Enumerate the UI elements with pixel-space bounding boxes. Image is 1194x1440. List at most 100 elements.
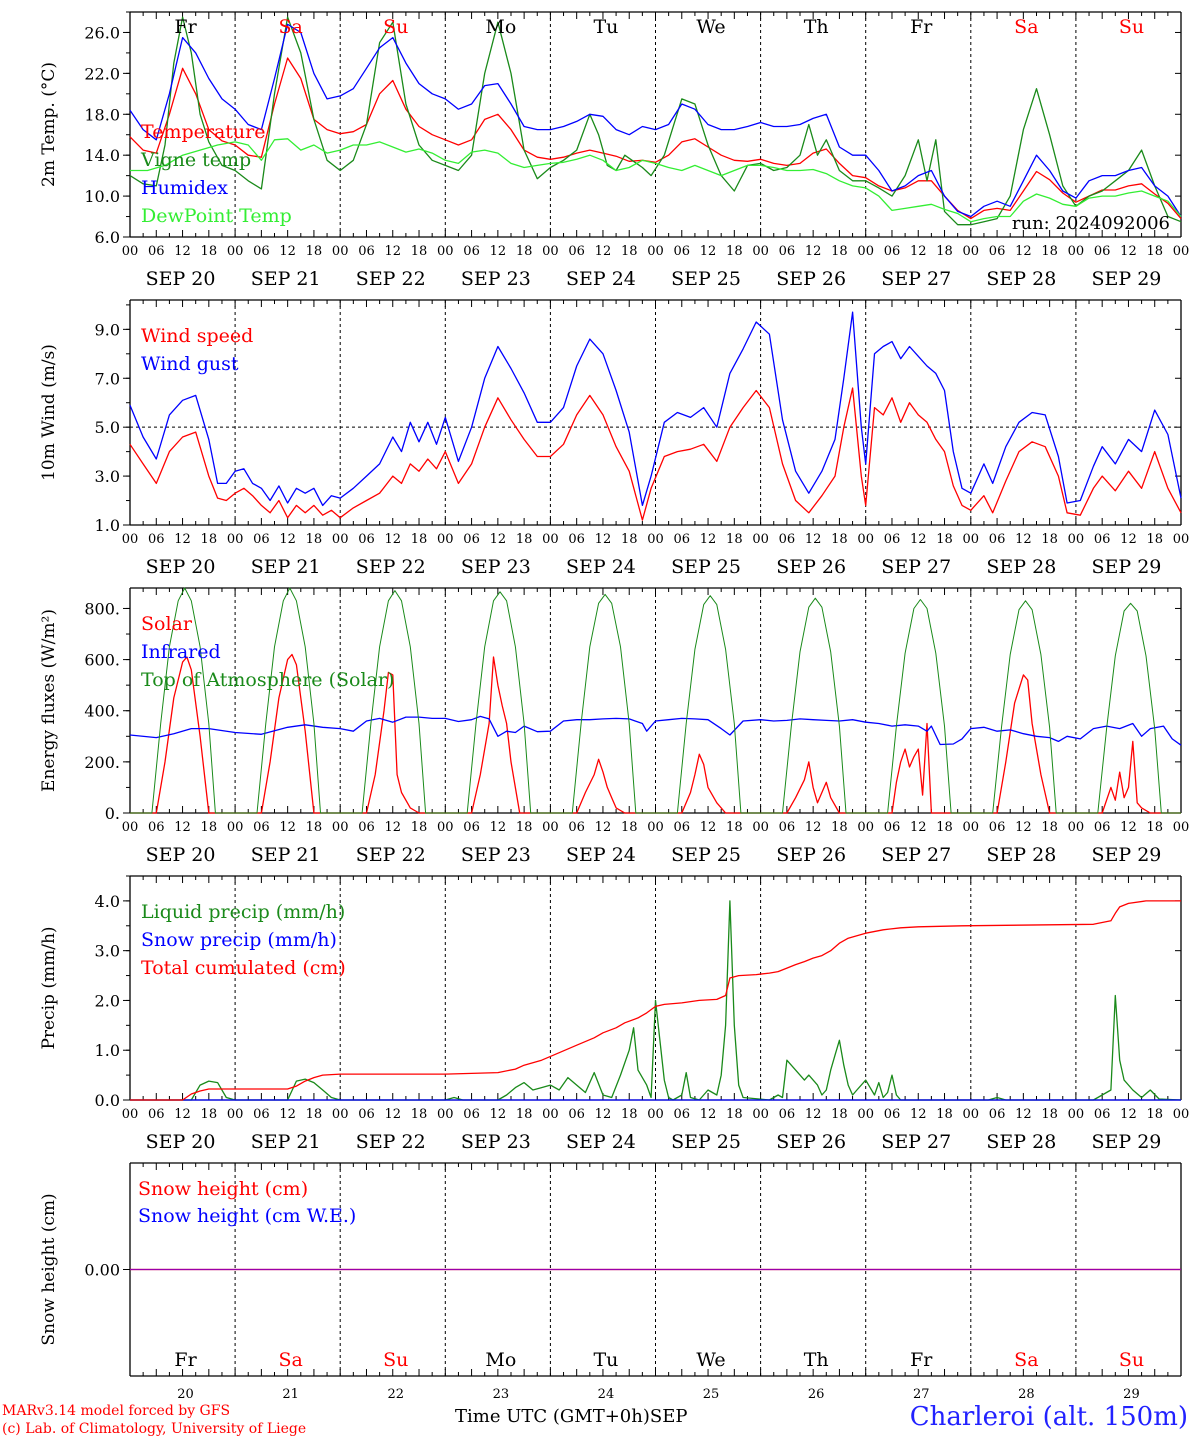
y-tick-label: 7.0: [95, 369, 120, 388]
day-number-label: 26: [808, 1387, 825, 1402]
hour-tick-label: 06: [568, 820, 585, 835]
hour-tick-label: 18: [516, 532, 533, 547]
hour-tick-label: 00: [647, 1107, 664, 1122]
hour-tick-label: 00: [332, 244, 349, 259]
hour-tick-label: 18: [516, 244, 533, 259]
hour-tick-label: 12: [805, 1107, 822, 1122]
hour-tick-label: 12: [805, 532, 822, 547]
weekday-label-bottom: Th: [804, 1349, 829, 1371]
date-label: SEP 29: [1092, 844, 1162, 866]
y-axis-label: 2m Temp. (°C): [39, 62, 59, 187]
hour-tick-label: 00: [857, 532, 874, 547]
legend-entry: Wind gust: [141, 353, 239, 375]
hour-tick-label: 00: [227, 820, 244, 835]
month-label: SEP: [649, 1406, 688, 1427]
hour-tick-label: 00: [332, 820, 349, 835]
hour-tick-label: 00: [1068, 820, 1085, 835]
hour-tick-label: 18: [831, 1107, 848, 1122]
panel-2: 1.0 3.0 5.0 7.0 9.0 10m Wind (m/s) Wind speed W…: [39, 299, 1189, 578]
weekday-label: Sa: [1014, 16, 1038, 38]
day-number-label: 28: [1018, 1387, 1035, 1402]
hour-tick-label: 00: [963, 820, 980, 835]
hour-tick-label: 18: [831, 820, 848, 835]
date-label: SEP 26: [776, 268, 846, 290]
hour-tick-label: 00: [332, 1107, 349, 1122]
y-tick-label: 400.: [84, 702, 120, 721]
hour-tick-label: 00: [437, 1107, 454, 1122]
date-label: SEP 23: [461, 556, 531, 578]
hour-tick-label: 12: [279, 244, 296, 259]
hour-tick-label: 06: [568, 244, 585, 259]
hour-tick-label: 06: [989, 244, 1006, 259]
date-label: SEP 24: [566, 268, 636, 290]
legend-entry: Temperature: [141, 121, 265, 143]
hour-tick-label: 06: [148, 820, 165, 835]
y-tick-label: 14.0: [84, 146, 120, 165]
date-label: SEP 23: [461, 268, 531, 290]
date-label: SEP 25: [671, 844, 741, 866]
y-axis-label: Snow height (cm): [39, 1193, 59, 1345]
hour-tick-label: 12: [490, 1107, 507, 1122]
hour-tick-label: 06: [253, 532, 270, 547]
hour-tick-label: 18: [726, 244, 743, 259]
date-label: SEP 24: [566, 1131, 636, 1153]
legend-entry: Wind speed: [141, 325, 253, 347]
hour-tick-label: 00: [963, 244, 980, 259]
hour-tick-label: 00: [122, 244, 139, 259]
hour-tick-label: 00: [647, 820, 664, 835]
y-tick-label: 26.0: [84, 23, 120, 42]
hour-tick-label: 12: [910, 1107, 927, 1122]
hour-tick-label: 06: [779, 1107, 796, 1122]
hour-tick-label: 12: [174, 244, 191, 259]
series-line: [130, 900, 1182, 1101]
hour-tick-label: 18: [516, 820, 533, 835]
weekday-label-bottom: Sa: [278, 1349, 302, 1371]
date-label: SEP 20: [146, 268, 216, 290]
hour-tick-label: 18: [1041, 244, 1058, 259]
date-label: SEP 23: [461, 1131, 531, 1153]
y-tick-label: 2.0: [95, 991, 120, 1010]
hour-tick-label: 00: [857, 244, 874, 259]
hour-tick-label: 18: [306, 1107, 323, 1122]
y-tick-label: 3.0: [95, 942, 120, 961]
hour-tick-label: 18: [306, 532, 323, 547]
date-label: SEP 25: [671, 556, 741, 578]
hour-tick-label: 18: [411, 244, 428, 259]
y-tick-label: 1.0: [95, 516, 120, 535]
hour-tick-label: 18: [411, 1107, 428, 1122]
series-line: [129, 387, 1182, 521]
date-label: SEP 22: [356, 844, 426, 866]
date-label: SEP 25: [671, 268, 741, 290]
hour-tick-label: 00: [437, 244, 454, 259]
hour-tick-label: 12: [700, 820, 717, 835]
hour-tick-label: 12: [279, 1107, 296, 1122]
x-axis-title: Time UTC (GMT+0h): [455, 1406, 650, 1427]
hour-tick-label: 18: [306, 820, 323, 835]
date-label: SEP 28: [986, 1131, 1056, 1153]
date-label: SEP 20: [146, 1131, 216, 1153]
date-label: SEP 29: [1092, 268, 1162, 290]
hour-tick-label: 00: [963, 1107, 980, 1122]
hour-tick-label: 06: [989, 532, 1006, 547]
hour-tick-label: 00: [1068, 1107, 1085, 1122]
hour-tick-label: 00: [227, 532, 244, 547]
hour-tick-label: 18: [936, 820, 953, 835]
hour-tick-label: 06: [358, 244, 375, 259]
hour-tick-label: 18: [1146, 532, 1163, 547]
hour-tick-label: 18: [201, 532, 218, 547]
hour-tick-label: 06: [884, 1107, 901, 1122]
hour-tick-label: 12: [174, 820, 191, 835]
hour-tick-label: 00: [857, 820, 874, 835]
hour-tick-label: 06: [779, 244, 796, 259]
date-label: SEP 21: [251, 268, 321, 290]
hour-tick-label: 00: [437, 532, 454, 547]
hour-tick-label: 00: [1068, 244, 1085, 259]
hour-tick-label: 06: [253, 244, 270, 259]
weekday-label-bottom: Mo: [485, 1349, 516, 1371]
hour-tick-label: 06: [674, 532, 691, 547]
hour-tick-label: 12: [384, 244, 401, 259]
hour-tick-label: 06: [148, 244, 165, 259]
y-tick-label: 0.00: [84, 1261, 120, 1280]
hour-tick-label: 00: [1173, 1107, 1190, 1122]
hour-tick-label: 06: [358, 532, 375, 547]
